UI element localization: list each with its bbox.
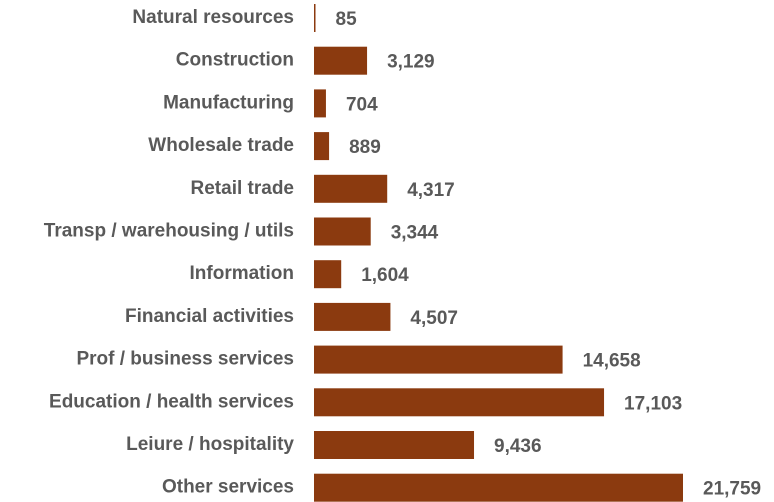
- category-label: Retail trade: [191, 178, 294, 199]
- value-label: 3,344: [391, 223, 439, 244]
- bar: [314, 89, 326, 118]
- value-label: 889: [349, 137, 381, 158]
- category-label: Prof / business services: [76, 349, 294, 370]
- category-label: Wholesale trade: [148, 135, 294, 156]
- category-label: Construction: [176, 50, 294, 71]
- value-label: 704: [346, 94, 378, 115]
- value-label: 4,317: [407, 180, 455, 201]
- bar: [314, 217, 371, 246]
- value-label: 17,103: [624, 393, 682, 414]
- bar: [314, 174, 388, 203]
- bar: [314, 388, 605, 417]
- bar: [314, 431, 475, 459]
- category-label: Financial activities: [125, 306, 294, 327]
- category-label: Information: [190, 263, 295, 284]
- bar: [314, 473, 683, 502]
- bar: [314, 46, 368, 75]
- bar: [314, 132, 330, 161]
- value-label: 1,604: [361, 265, 409, 286]
- value-label: 3,129: [387, 52, 435, 73]
- value-label: 14,658: [583, 351, 641, 372]
- category-label: Other services: [162, 477, 294, 498]
- bar: [314, 4, 316, 32]
- value-label: 21,759: [703, 479, 761, 500]
- category-label: Transp / warehousing / utils: [44, 221, 294, 242]
- category-label: Leiure / hospitality: [126, 434, 294, 455]
- bar: [314, 302, 391, 331]
- value-label: 85: [336, 9, 358, 30]
- bar: [314, 345, 563, 374]
- category-label: Natural resources: [132, 7, 294, 28]
- value-label: 9,436: [494, 436, 542, 457]
- category-label: Education / health services: [49, 391, 294, 412]
- value-label: 4,507: [410, 308, 458, 329]
- bar: [314, 260, 342, 289]
- category-label: Manufacturing: [163, 92, 294, 113]
